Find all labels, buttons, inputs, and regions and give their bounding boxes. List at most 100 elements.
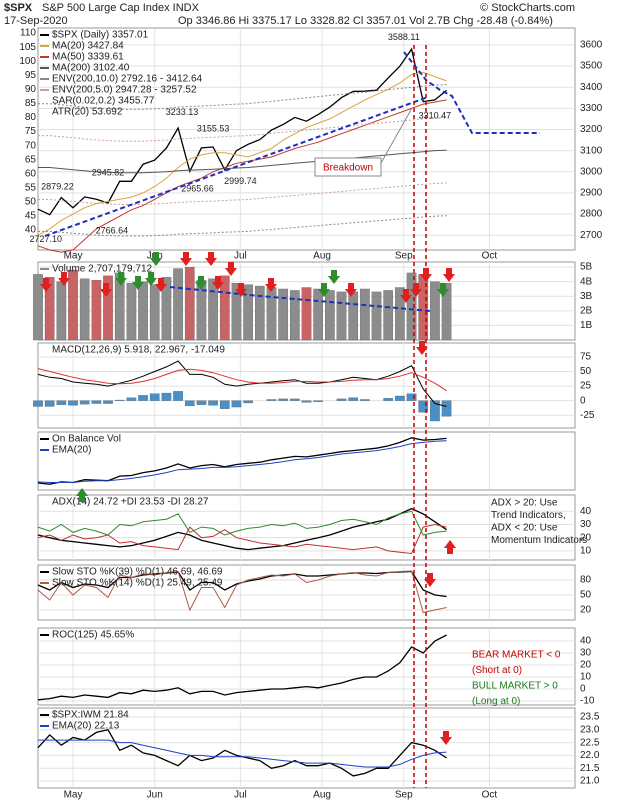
histogram-bar	[138, 395, 148, 401]
volume-bar	[219, 275, 230, 341]
y-tick-label: 30	[580, 519, 592, 530]
y-tick-label: 3B	[580, 291, 593, 302]
series-line	[38, 739, 447, 768]
note: BEAR MARKET < 0	[472, 650, 561, 661]
y2-tick-label: 65	[25, 154, 37, 165]
histogram-bar	[219, 400, 230, 409]
note: (Short at 0)	[472, 665, 522, 676]
y-tick-label: 0	[580, 395, 586, 406]
volume-bar	[290, 290, 300, 341]
histogram-bar	[161, 392, 172, 401]
histogram-bar	[383, 398, 394, 401]
volume-bar	[56, 281, 67, 341]
volume-bar	[371, 291, 382, 341]
y-tick-label: 3100	[580, 145, 603, 156]
legend-label: MA(200) 3102.40	[52, 63, 130, 74]
volume-bar	[173, 268, 183, 341]
panel-title: ADX(14) 24.72 +DI 23.53 -DI 28.27	[52, 497, 209, 508]
histogram-bar	[430, 400, 440, 422]
high-label: 3233.13	[166, 107, 199, 117]
series-line	[37, 507, 447, 551]
panels: 2700280029003000310032003300340035003600…	[19, 27, 603, 800]
y-tick-label: 40	[580, 636, 592, 647]
y-tick-label: 20	[580, 605, 592, 616]
histogram-bar	[68, 400, 78, 406]
note: (Long at 0)	[472, 696, 520, 707]
y2-tick-label: 105	[19, 42, 36, 53]
y-tick-label: 0	[580, 684, 586, 695]
histogram-bar	[406, 393, 417, 401]
y2-tick-label: 95	[25, 70, 37, 81]
legend-label: EMA(20)	[52, 445, 91, 456]
histogram-bar	[290, 398, 300, 401]
histogram-bar	[114, 399, 125, 401]
series-line	[37, 99, 447, 253]
histogram-bar	[208, 400, 218, 406]
index-name: S&P 500 Large Cap Index INDX	[42, 2, 200, 14]
x-tick-label: Oct	[482, 251, 498, 262]
y-tick-label: 23.5	[580, 712, 600, 723]
low-label: 2766.64	[96, 225, 129, 235]
histogram-bar	[278, 398, 288, 401]
volume-bar	[44, 277, 55, 341]
panel-title: MACD(12,26,9) 5.918, 22.967, -17.049	[52, 345, 225, 356]
volume-trendline	[169, 286, 431, 312]
x-tick-label: Aug	[313, 251, 331, 262]
high-label: 3588.11	[388, 32, 420, 42]
y-tick-label: 80	[580, 575, 592, 586]
y-tick-label: 10	[580, 672, 592, 683]
volume-bar	[208, 278, 218, 341]
volume-bar	[138, 281, 148, 341]
volume-bar	[266, 287, 277, 341]
histogram-bar	[33, 400, 43, 407]
note: ADX < 20: Use	[491, 523, 558, 534]
y2-tick-label: 90	[25, 84, 37, 95]
y-tick-label: -10	[580, 696, 595, 707]
histogram-bar	[360, 399, 370, 401]
y-tick-label: -25	[580, 410, 595, 421]
callout-text: Breakdown	[323, 163, 373, 174]
y-tick-label: 22.0	[580, 750, 600, 761]
x-tick-label: Sep	[395, 251, 413, 262]
y-tick-label: 75	[580, 352, 592, 363]
legend-label: MA(20) 3427.84	[52, 41, 124, 52]
high-label: 2879.22	[41, 182, 74, 192]
volume-bar	[406, 272, 417, 341]
y-tick-label: 21.5	[580, 763, 600, 774]
y-tick-label: 3300	[580, 103, 603, 114]
series-line	[37, 440, 447, 483]
y-tick-label: 3400	[580, 82, 603, 93]
volume-bar	[161, 277, 172, 341]
y2-tick-label: 70	[25, 140, 37, 151]
y-tick-label: 3200	[580, 124, 603, 135]
panel-frame	[37, 431, 576, 491]
volume-bar	[149, 284, 160, 341]
y-tick-label: 50	[580, 590, 592, 601]
x-tick-label: Jun	[147, 790, 163, 800]
legend-label: SAR(0.02,0.2) 3455.77	[52, 96, 155, 107]
volume-bar	[278, 288, 288, 341]
y-tick-label: 21.0	[580, 776, 600, 787]
y-tick-label: 22.5	[580, 737, 600, 748]
y2-tick-label: 55	[25, 182, 37, 193]
x-tick-label: May	[64, 790, 83, 800]
x-tick-label: Oct	[482, 790, 498, 800]
note: Momentum Indicators	[491, 535, 587, 546]
volume-bar	[336, 291, 347, 341]
y-tick-label: 20	[580, 660, 592, 671]
legend-label: ATR(20) 53.692	[52, 107, 123, 118]
volume-bar	[79, 278, 90, 341]
volume-bar	[126, 282, 137, 341]
y-tick-label: 3500	[580, 61, 603, 72]
legend-label: Slow STO %K(39) %D(1) 46.69, 46.69	[52, 567, 223, 578]
series-line	[37, 71, 447, 236]
y-tick-label: 5B	[580, 262, 593, 273]
volume-bar	[395, 287, 405, 341]
y-tick-label: 3000	[580, 166, 603, 177]
y2-tick-label: 60	[25, 168, 37, 179]
trendline	[44, 96, 429, 237]
legend-label: $SPX:IWM 21.84	[52, 710, 129, 721]
y2-tick-label: 80	[25, 112, 37, 123]
histogram-bar	[301, 400, 312, 403]
overlay: Breakdown	[40, 45, 540, 788]
